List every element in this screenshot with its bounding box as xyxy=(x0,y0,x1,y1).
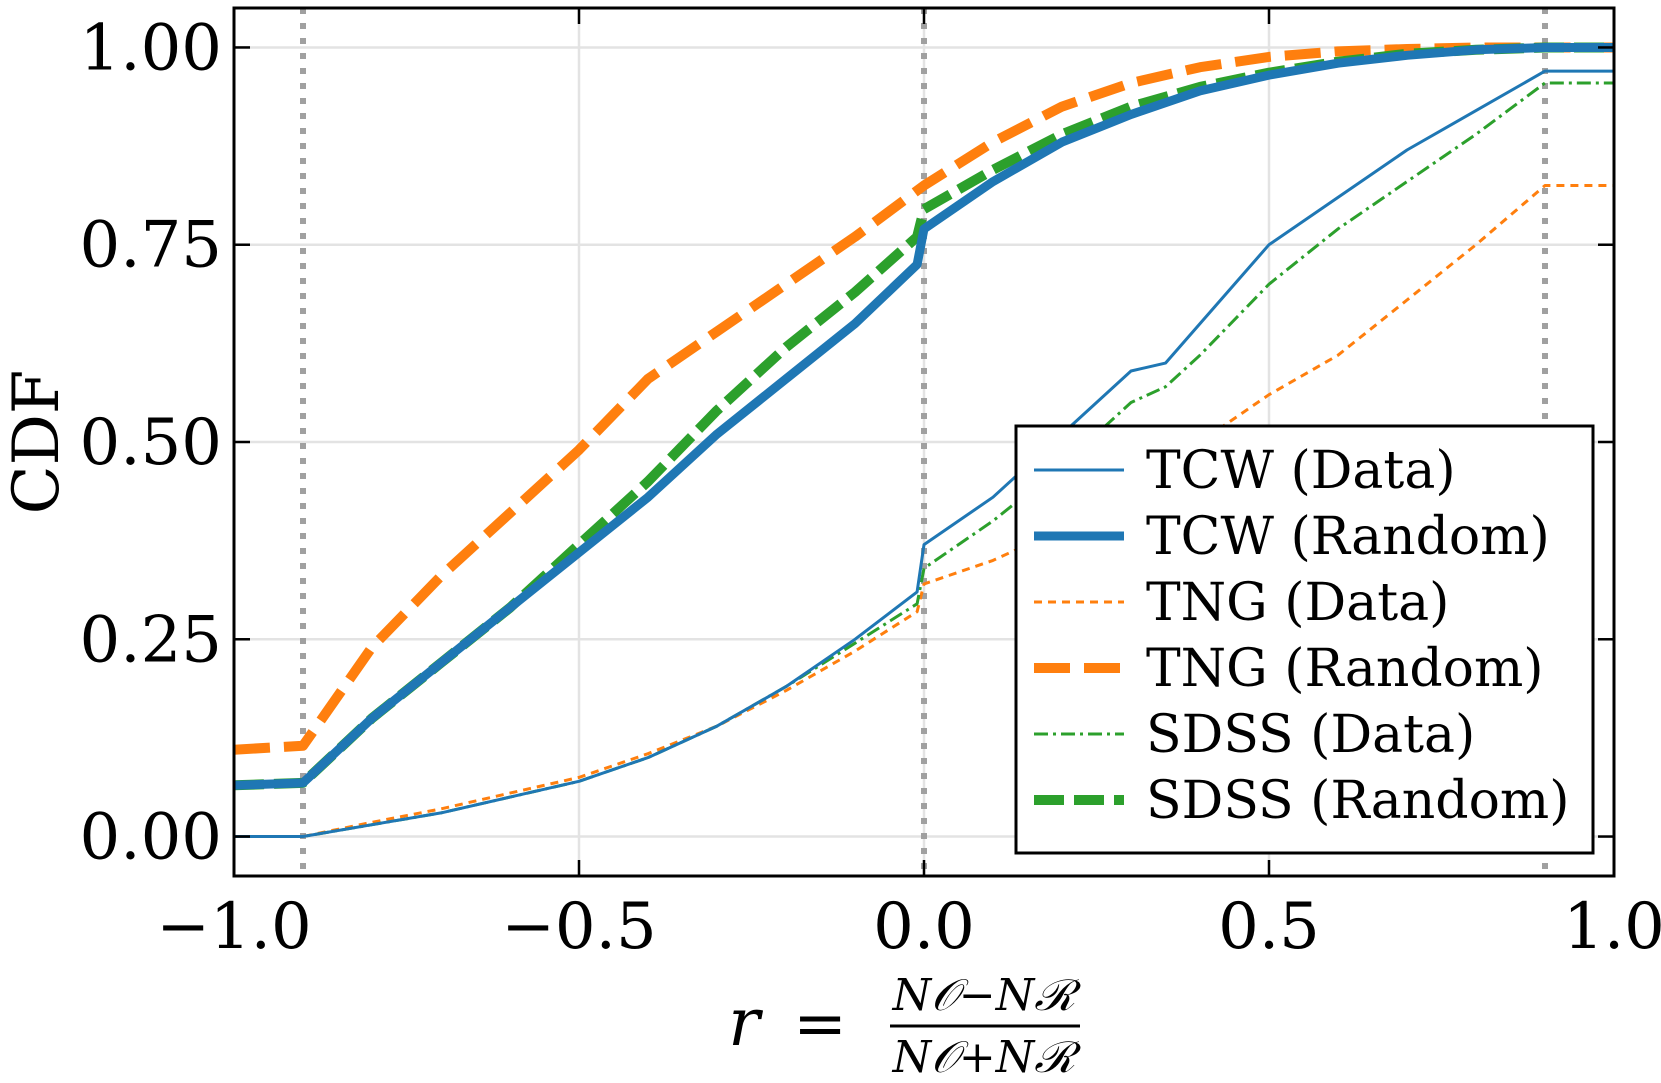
y-axis-label: CDF xyxy=(0,370,74,515)
y-tick-label: 1.00 xyxy=(80,11,223,85)
legend-box xyxy=(1014,424,1595,855)
x-tick-label: 1.0 xyxy=(1563,890,1661,964)
y-tick-label: 0.25 xyxy=(80,603,223,677)
x-axis-label-numerator: N𝒪−Nℛ xyxy=(892,970,1083,1021)
y-tick-label: 0.50 xyxy=(80,406,223,480)
series-layer xyxy=(234,42,1614,838)
y-tick-label: 0.75 xyxy=(80,209,223,283)
x-tick-label: −1.0 xyxy=(156,890,311,964)
x-tick-label: 0.5 xyxy=(1218,890,1320,964)
x-axis-label-denominator: N𝒪+Nℛ xyxy=(892,1032,1083,1083)
legend-label: TCW (Data) xyxy=(1146,441,1456,501)
x-tick-labels: −1.0 −0.5 0.0 0.5 1.0 xyxy=(156,890,1661,964)
x-tick-label: −0.5 xyxy=(501,890,656,964)
series-line-tcw-data xyxy=(234,69,1614,838)
x-axis-label: r = N𝒪−Nℛ N𝒪+Nℛ xyxy=(728,970,1082,1083)
y-tick-labels: 0.00 0.25 0.50 0.75 1.00 xyxy=(80,11,223,874)
legend: TCW (Data)TCW (Random)TNG (Data)TNG (Ran… xyxy=(1014,424,1595,855)
series-line-tcw-random xyxy=(234,43,1614,790)
y-tick-label: 0.00 xyxy=(80,801,223,875)
series-line-tng-random xyxy=(234,42,1614,755)
legend-label: TNG (Data) xyxy=(1146,573,1449,633)
legend-label: SDSS (Data) xyxy=(1146,705,1475,765)
legend-label: TNG (Random) xyxy=(1146,639,1544,699)
x-axis-label-equals: = xyxy=(793,987,847,1061)
legend-label: TCW (Random) xyxy=(1146,507,1550,567)
x-tick-label: 0.0 xyxy=(873,890,975,964)
legend-label: SDSS (Random) xyxy=(1146,771,1570,831)
x-axis-label-variable: r xyxy=(728,984,763,1061)
series-line-tng-data xyxy=(234,184,1614,838)
axis-ticks xyxy=(232,8,1616,876)
